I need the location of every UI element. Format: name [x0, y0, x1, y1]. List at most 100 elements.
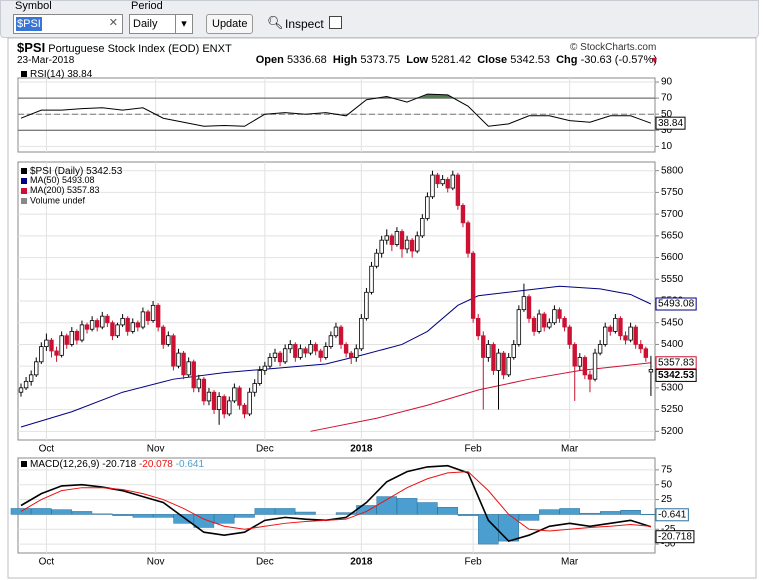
macd-value-box: [655, 530, 695, 544]
histogram-bar: [600, 511, 621, 515]
candle-body: [216, 396, 222, 410]
candle-body: [201, 378, 207, 402]
legend-swatch: [21, 71, 27, 77]
panel: [17, 457, 656, 554]
histogram-bar: [10, 508, 32, 515]
candle-body: [150, 304, 156, 321]
candle-body: [470, 252, 476, 319]
candle-body: [221, 396, 227, 415]
symbol-value: $PSI: [16, 17, 42, 31]
hist-value: -0.641: [658, 509, 687, 520]
legend-entry: Volume undef: [30, 195, 86, 205]
close-value-box: [655, 368, 697, 382]
candle-body: [89, 320, 95, 330]
candle-body: [486, 344, 491, 358]
candle-body: [364, 291, 369, 319]
toolbar: Symbol Period $PSI ✕ Daily ▾ Update 🔍︎ I…: [0, 0, 759, 38]
candle-body: [425, 196, 430, 219]
y-tick-label: 5800: [661, 165, 684, 176]
y-tick-label: 30: [661, 125, 673, 136]
candle-body: [506, 357, 511, 376]
candle-body: [618, 317, 623, 337]
x-tick-label: Dec: [256, 557, 274, 568]
candle-body: [84, 324, 90, 330]
inspect-checkbox[interactable]: [329, 16, 342, 29]
x-tick-label: 2018: [350, 557, 373, 568]
symbol-input[interactable]: $PSI ✕: [13, 14, 123, 34]
inspect-label[interactable]: Inspect: [285, 17, 324, 31]
candle-body: [308, 344, 313, 354]
candle-body: [140, 311, 146, 328]
title-symbol: $PSI: [17, 40, 46, 55]
candle-body: [59, 335, 64, 356]
candle-body: [74, 331, 80, 341]
candle-body: [404, 239, 410, 250]
panel: [17, 77, 656, 153]
histogram-bar: [112, 514, 133, 516]
x-tick-label: Mar: [561, 557, 579, 568]
candle-body: [552, 309, 557, 324]
candle-body: [288, 344, 293, 350]
legend-swatch: [21, 461, 27, 467]
candle-body: [145, 311, 151, 321]
candle-body: [293, 344, 298, 358]
candle-body: [242, 404, 247, 415]
candle-body: [481, 335, 486, 358]
candle-body: [298, 348, 303, 358]
candle-body: [648, 369, 654, 373]
period-select[interactable]: Daily ▾: [129, 14, 193, 34]
date: 23-Mar-2018: [17, 55, 75, 66]
candle-body: [547, 322, 552, 328]
chg-value: -30.63 (-0.57%): [580, 54, 657, 66]
high-value: 5373.75: [360, 54, 401, 66]
rsi-value: 38.84: [658, 118, 683, 129]
candle-body: [196, 378, 201, 389]
histogram-bar: [356, 505, 377, 515]
candle-body: [394, 231, 400, 245]
close-value: 5342.53: [658, 370, 695, 381]
histogram-bar: [376, 496, 398, 515]
candle-body: [430, 174, 435, 198]
chg-label: Chg: [556, 54, 578, 66]
panel: [17, 161, 656, 441]
ma200-value: 5357.83: [658, 357, 695, 368]
clear-icon[interactable]: ✕: [108, 17, 118, 29]
histogram-bar: [539, 509, 560, 515]
candle-body: [171, 335, 176, 367]
period-value: Daily: [133, 18, 158, 30]
candle-body: [577, 357, 582, 367]
x-tick-label: Dec: [256, 444, 274, 455]
candle-body: [323, 346, 328, 358]
candle-body: [333, 326, 339, 337]
candle-body: [455, 174, 461, 206]
candle-body: [440, 178, 445, 185]
candle-body: [272, 352, 278, 358]
y-tick-label: 5200: [661, 426, 684, 437]
candle-body: [211, 391, 217, 410]
candle-body: [115, 324, 120, 337]
candle-body: [511, 344, 516, 358]
histogram-bar: [152, 514, 174, 518]
candle-body: [572, 344, 577, 367]
credit: © StockCharts.com: [570, 42, 657, 53]
candle-body: [608, 326, 613, 332]
ma-line: [310, 362, 651, 432]
histogram-bar: [31, 508, 52, 515]
candle-body: [28, 374, 34, 382]
legend-value: 5342.53: [86, 166, 123, 177]
histogram-bar: [335, 512, 357, 515]
x-tick-label: Feb: [465, 444, 483, 455]
inspect-icon[interactable]: 🔍︎: [267, 15, 284, 30]
y-tick-label: 5300: [661, 383, 684, 394]
update-button[interactable]: Update: [206, 14, 254, 34]
legend-value: -20.078: [139, 459, 173, 470]
histogram-bar: [498, 514, 519, 542]
title-exchange: ENXT: [202, 43, 232, 55]
open-value: 5336.68: [286, 54, 327, 66]
histogram-bar: [92, 513, 113, 515]
candle-body: [125, 317, 130, 332]
candle-body: [262, 365, 268, 371]
legend-value: -20.718: [102, 459, 136, 470]
legend-swatch: [21, 168, 27, 174]
candle-body: [389, 235, 395, 245]
